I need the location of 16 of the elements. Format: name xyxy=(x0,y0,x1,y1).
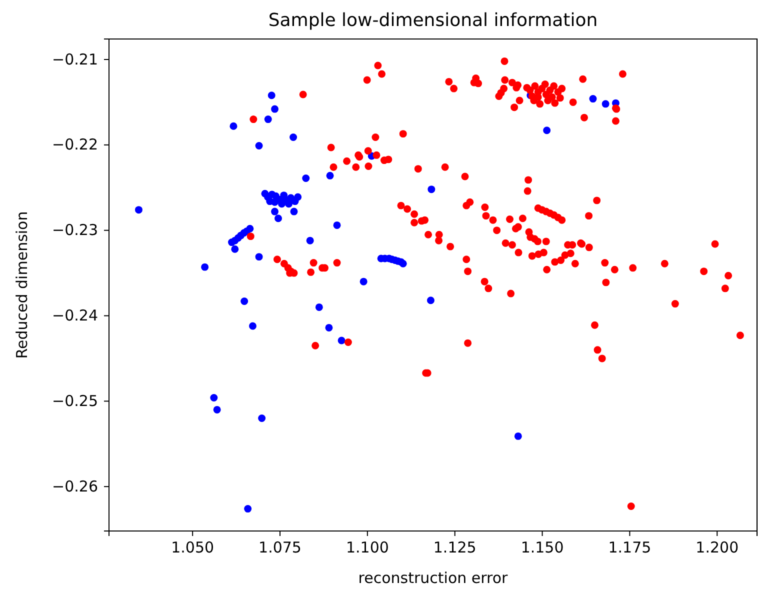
y-tick-label: −0.22 xyxy=(52,136,98,154)
y-tick-label: −0.23 xyxy=(52,221,98,240)
x-tick-label: 1.050 xyxy=(171,538,214,557)
x-tick-label: 1.075 xyxy=(258,538,302,557)
y-tick-label: −0.24 xyxy=(52,306,98,325)
chart-title: Sample low-dimensional information xyxy=(268,10,598,31)
x-tick-label: 1.125 xyxy=(433,538,476,557)
y-tick-label: −0.26 xyxy=(52,477,98,496)
x-tick-label: 1.175 xyxy=(608,538,652,557)
y-tick-label: −0.25 xyxy=(52,392,98,410)
x-tick-label: 1.150 xyxy=(520,538,564,557)
y-axis-title: Reduced dimension xyxy=(13,211,31,359)
x-tick-label: 1.100 xyxy=(346,538,389,557)
x-axis-title: reconstruction error xyxy=(358,569,509,587)
y-tick-label: −0.21 xyxy=(52,50,98,68)
x-tick-label: 1.200 xyxy=(696,538,739,557)
